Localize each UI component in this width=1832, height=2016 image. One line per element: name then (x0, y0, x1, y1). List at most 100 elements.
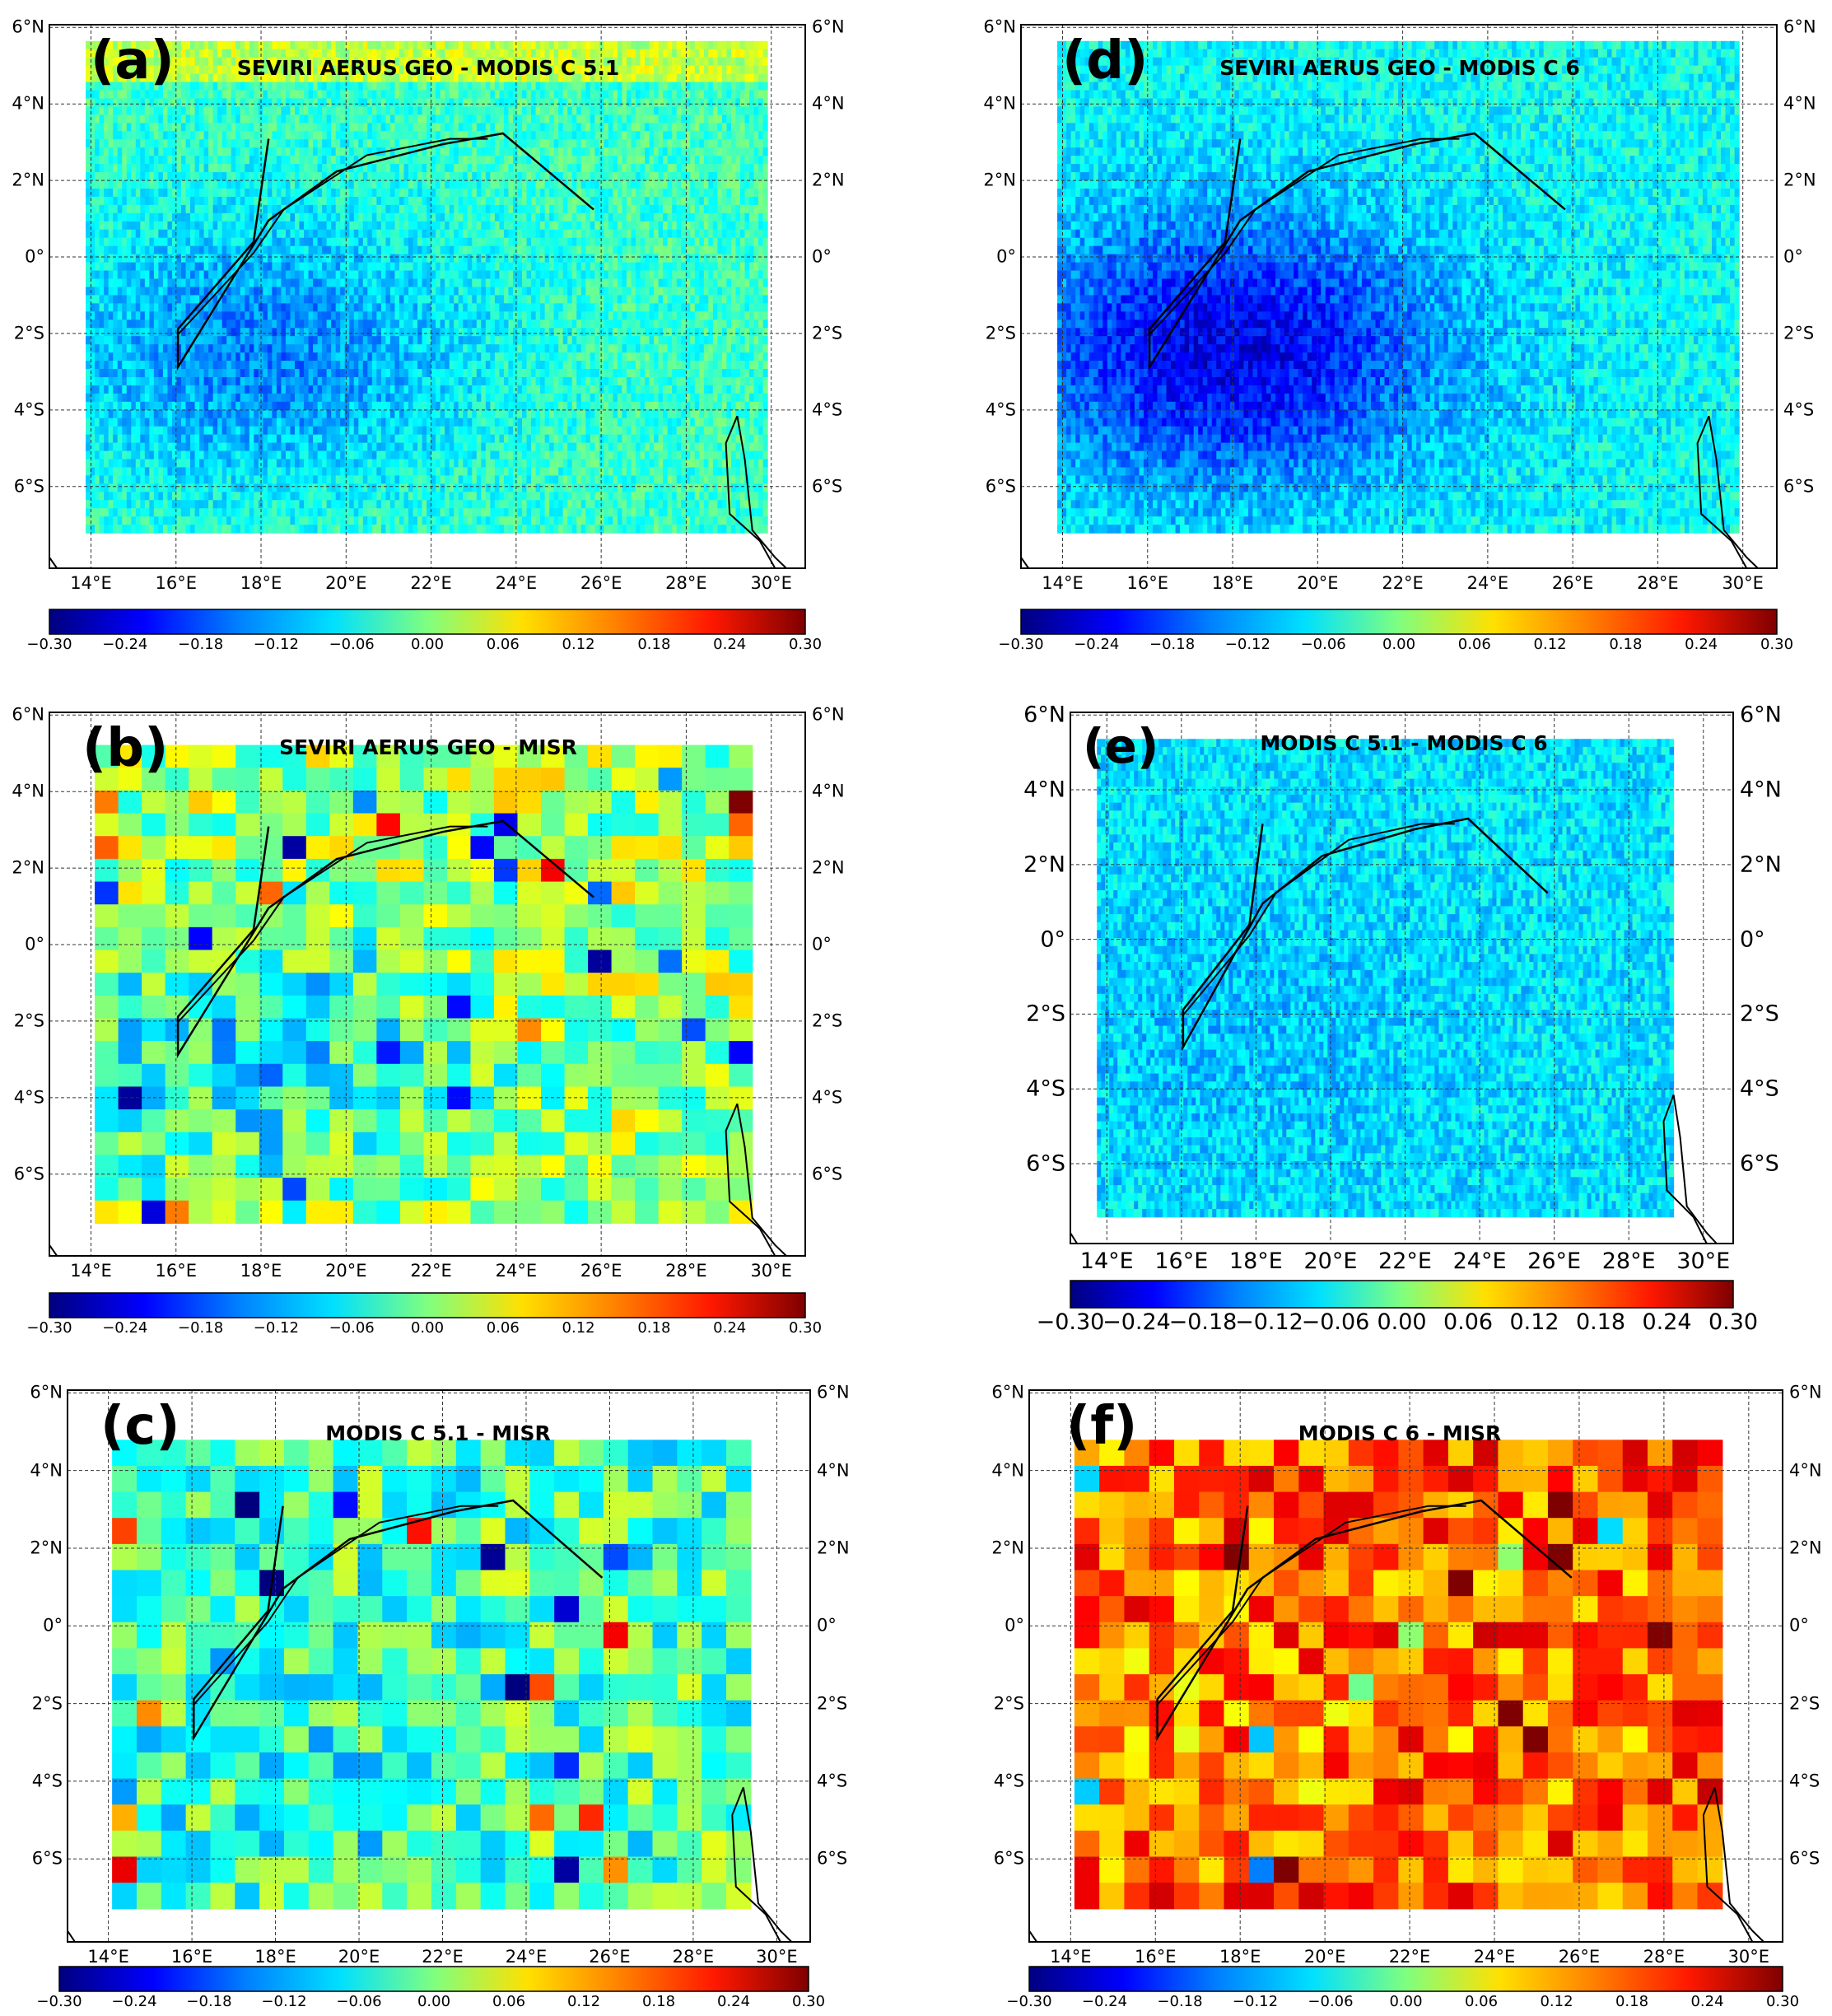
lon-tick: 24°E (506, 1948, 548, 1966)
lon-tick: 20°E (1297, 575, 1339, 592)
panel-title: SEVIRI AERUS GEO - MISR (279, 737, 577, 758)
lat-tick-right: 4°S (812, 1089, 842, 1106)
colorbar-a (49, 609, 805, 634)
lat-tick-left: 4°S (1026, 1078, 1065, 1100)
colorbar-tick: 0.24 (717, 1995, 750, 2009)
lat-tick-left: 4°S (986, 401, 1016, 418)
lon-tick: 20°E (1304, 1948, 1346, 1966)
lat-tick-right: 4°S (1783, 401, 1814, 418)
colorbar-f (1029, 1967, 1783, 1991)
lon-tick: 14°E (1080, 1250, 1134, 1272)
lat-tick-left: 2°S (1026, 1003, 1065, 1025)
lat-tick-left: 0° (1005, 1617, 1024, 1635)
colorbar-tick: −0.30 (36, 1995, 82, 2009)
colorbar-tick: −0.24 (102, 1321, 147, 1336)
colorbar-tick: 0.00 (411, 637, 444, 652)
lat-tick-left: 2°N (12, 172, 44, 189)
colorbar-tick: 0.18 (1609, 637, 1642, 652)
lat-tick-right: 2°N (1789, 1539, 1822, 1556)
lon-tick: 30°E (750, 1262, 792, 1280)
lat-tick-right: 6°S (1789, 1850, 1820, 1868)
lat-tick-left: 4°N (983, 96, 1016, 113)
lat-tick-right: 2°S (817, 1695, 847, 1712)
colorbar-tick: −0.18 (186, 1995, 231, 2009)
colorbar-tick: −0.30 (26, 637, 72, 652)
map-d (1021, 25, 1777, 568)
panel-label: (d) (1062, 35, 1148, 87)
lon-tick: 28°E (665, 1262, 707, 1280)
colorbar-tick: 0.18 (1615, 1995, 1648, 2009)
colorbar-ramp (1070, 1281, 1733, 1308)
colorbar-tick: −0.24 (1102, 1311, 1171, 1333)
lon-tick: 22°E (1382, 575, 1424, 592)
lat-tick-right: 4°S (1740, 1078, 1779, 1100)
coast-corner (49, 558, 57, 568)
lon-tick: 24°E (1453, 1250, 1507, 1272)
colorbar-tick: −0.18 (1169, 1311, 1238, 1333)
lon-tick: 30°E (1676, 1250, 1730, 1272)
colorbar-tick: −0.06 (329, 637, 375, 652)
colorbar-tick: 0.30 (1708, 1311, 1758, 1333)
colorbar-ramp (1021, 609, 1777, 634)
lat-tick-left: 6°N (12, 707, 44, 724)
colorbar-tick: −0.12 (1225, 637, 1270, 652)
panel-label: (f) (1066, 1400, 1137, 1453)
lat-tick-left: 4°S (14, 401, 44, 418)
lat-tick-left: 6°S (1026, 1153, 1065, 1175)
lon-tick: 20°E (325, 1262, 367, 1280)
colorbar-tick: −0.30 (1006, 1995, 1051, 2009)
map-e (1070, 712, 1733, 1244)
lat-tick-right: 0° (817, 1617, 837, 1635)
lat-tick-right: 6°N (812, 19, 845, 36)
lon-tick: 14°E (70, 1262, 112, 1280)
lat-tick-left: 4°S (994, 1772, 1024, 1790)
lat-tick-right: 6°S (812, 1165, 842, 1183)
colorbar-tick: 0.30 (792, 1995, 825, 2009)
lat-tick-left: 6°S (994, 1850, 1024, 1868)
colorbar-tick: 0.30 (1766, 1995, 1799, 2009)
map-b (49, 712, 805, 1256)
colorbar-tick: 0.12 (567, 1995, 600, 2009)
colorbar-tick: −0.12 (1233, 1995, 1278, 2009)
colorbar-tick: −0.12 (261, 1995, 306, 2009)
lon-tick: 14°E (70, 575, 112, 592)
panel-title: MODIS C 5.1 - MISR (325, 1423, 550, 1444)
lat-tick-left: 4°S (32, 1772, 63, 1790)
lat-tick-right: 0° (1789, 1617, 1809, 1635)
colorbar-tick: −0.18 (1157, 1995, 1202, 2009)
colorbar-b (49, 1293, 805, 1318)
lon-tick: 18°E (240, 575, 282, 592)
lat-tick-left: 4°N (12, 783, 44, 800)
map-f (1029, 1390, 1783, 1942)
colorbar-e (1070, 1281, 1733, 1308)
colorbar-tick: 0.24 (713, 637, 746, 652)
lat-tick-left: 6°N (12, 19, 44, 36)
colorbar-tick: 0.00 (411, 1321, 444, 1336)
colorbar-tick: 0.24 (1685, 637, 1718, 652)
colorbar-tick: 0.06 (1443, 1311, 1493, 1333)
lat-tick-right: 2°N (1783, 172, 1816, 189)
lon-tick: 16°E (1135, 1948, 1177, 1966)
colorbar-tick: −0.06 (329, 1321, 375, 1336)
colorbar-tick: −0.24 (102, 637, 147, 652)
panel-title: MODIS C 6 - MISR (1298, 1423, 1502, 1444)
map-c (68, 1390, 810, 1942)
lat-tick-right: 6°S (817, 1850, 847, 1868)
colorbar-tick: −0.18 (178, 637, 223, 652)
lat-tick-left: 0° (25, 249, 44, 266)
colorbar-tick: 0.24 (1642, 1311, 1691, 1333)
colorbar-ramp (1029, 1967, 1783, 1991)
lat-tick-left: 0° (996, 249, 1016, 266)
colorbar-c (59, 1967, 809, 1991)
lat-tick-right: 6°N (812, 707, 845, 724)
lon-tick: 24°E (496, 1262, 538, 1280)
lon-tick: 20°E (1303, 1250, 1357, 1272)
lat-tick-left: 6°S (986, 478, 1016, 495)
colorbar-tick: −0.06 (1301, 637, 1346, 652)
lat-tick-left: 2°S (986, 324, 1016, 342)
colorbar-tick: 0.12 (562, 637, 595, 652)
lat-tick-right: 4°S (1789, 1772, 1820, 1790)
